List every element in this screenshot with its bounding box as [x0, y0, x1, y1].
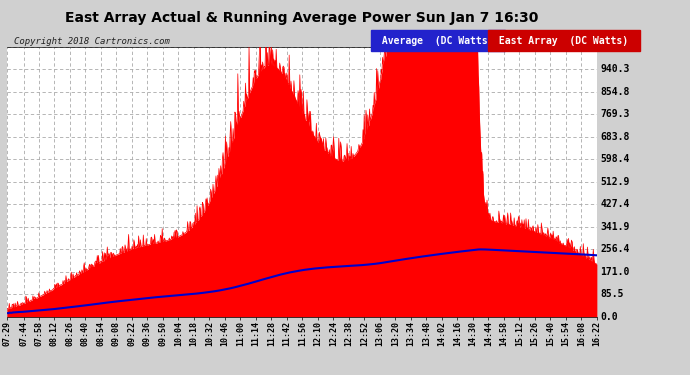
Text: 85.5: 85.5	[600, 290, 624, 299]
Text: 1025.8: 1025.8	[600, 42, 635, 52]
Text: East Array  (DC Watts): East Array (DC Watts)	[493, 36, 634, 46]
Text: 171.0: 171.0	[600, 267, 630, 277]
Text: East Array Actual & Running Average Power Sun Jan 7 16:30: East Array Actual & Running Average Powe…	[65, 11, 539, 25]
Text: 940.3: 940.3	[600, 64, 630, 74]
Text: 512.9: 512.9	[600, 177, 630, 187]
Text: 683.8: 683.8	[600, 132, 630, 142]
Text: 427.4: 427.4	[600, 200, 630, 209]
Text: 854.8: 854.8	[600, 87, 630, 97]
Text: 0.0: 0.0	[600, 312, 618, 322]
Text: Copyright 2018 Cartronics.com: Copyright 2018 Cartronics.com	[14, 38, 170, 46]
Text: 256.4: 256.4	[600, 244, 630, 254]
Text: 598.4: 598.4	[600, 154, 630, 164]
Text: 341.9: 341.9	[600, 222, 630, 232]
Text: 769.3: 769.3	[600, 110, 630, 119]
Text: Average  (DC Watts): Average (DC Watts)	[376, 36, 500, 46]
